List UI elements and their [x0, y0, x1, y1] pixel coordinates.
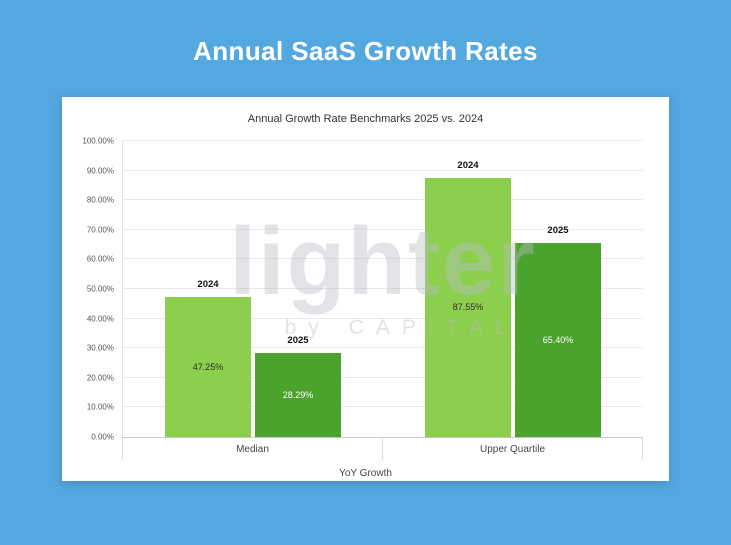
bar-group-upper-quartile: 2024 87.55% 2025 65.40% [383, 141, 643, 437]
y-tick-label: 50.00% [86, 284, 114, 294]
bar-2025-median: 28.29% [255, 353, 341, 437]
gridline [123, 140, 643, 141]
gridline [123, 406, 643, 408]
y-tick-label: 70.00% [86, 225, 114, 235]
bar-group-median: 2024 47.25% 2025 28.29% [123, 141, 383, 437]
y-tick-label: 0.00% [91, 432, 114, 442]
category-label-upper-quartile: Upper Quartile [383, 438, 643, 460]
bar-2025-upper-quartile: 65.40% [515, 243, 601, 437]
y-tick-label: 90.00% [86, 166, 114, 176]
y-tick-label: 30.00% [86, 343, 114, 353]
category-label-median: Median [123, 438, 383, 460]
gridline [123, 288, 643, 289]
y-tick-label: 40.00% [86, 314, 114, 324]
y-tick-label: 20.00% [86, 373, 114, 383]
x-axis-title: YoY Growth [339, 468, 392, 479]
plot-area: 2024 47.25% 2025 28.29% 2024 87.55% 2025 65.40%… [122, 140, 643, 438]
y-axis: 0.00% 10.00% 20.00% 30.00% 40.00% 50.00% 60.00… [76, 137, 122, 442]
series-label: 2025 [287, 335, 309, 347]
gridline [123, 347, 643, 349]
bar-wrap: 2024 87.55% [425, 141, 511, 437]
series-label: 2025 [547, 225, 569, 237]
chart-title: Annual Growth Rate Benchmarks 2025 vs. 2… [247, 113, 484, 125]
y-tick-label: 10.00% [86, 402, 114, 412]
bar-value-label: 87.55% [452, 302, 484, 313]
bar-wrap: 2024 47.25% [165, 141, 251, 437]
chart-card: Annual Growth Rate Benchmarks 2025 vs. 2… [62, 97, 669, 481]
bar-value-label: 65.40% [542, 335, 574, 346]
bar-2024-upper-quartile: 87.55% [425, 177, 511, 437]
bar-wrap: 2025 28.29% [255, 141, 341, 437]
series-label: 2024 [197, 279, 219, 291]
bar-value-label: 28.29% [282, 390, 314, 401]
gridline [123, 169, 643, 171]
y-tick-label: 100.00% [82, 136, 114, 146]
y-tick-label: 60.00% [86, 254, 114, 264]
gridline [123, 317, 643, 319]
gridline [123, 199, 643, 201]
y-tick-label: 80.00% [86, 195, 114, 205]
bar-wrap: 2025 65.40% [515, 141, 601, 437]
series-label: 2024 [457, 159, 479, 171]
page-title: Annual SaaS Growth Rates [193, 36, 538, 66]
gridline [123, 376, 643, 378]
gridline [123, 258, 643, 260]
bar-value-label: 47.25% [192, 362, 224, 373]
x-axis-category-row: Median Upper Quartile [122, 438, 643, 460]
bar-groups: 2024 47.25% 2025 28.29% 2024 87.55% 2025 65.40% [123, 141, 643, 437]
chart-area: 0.00% 10.00% 20.00% 30.00% 40.00% 50.00% 60.00… [62, 137, 669, 442]
bar-2024-median: 47.25% [165, 297, 251, 437]
gridline [123, 228, 643, 230]
